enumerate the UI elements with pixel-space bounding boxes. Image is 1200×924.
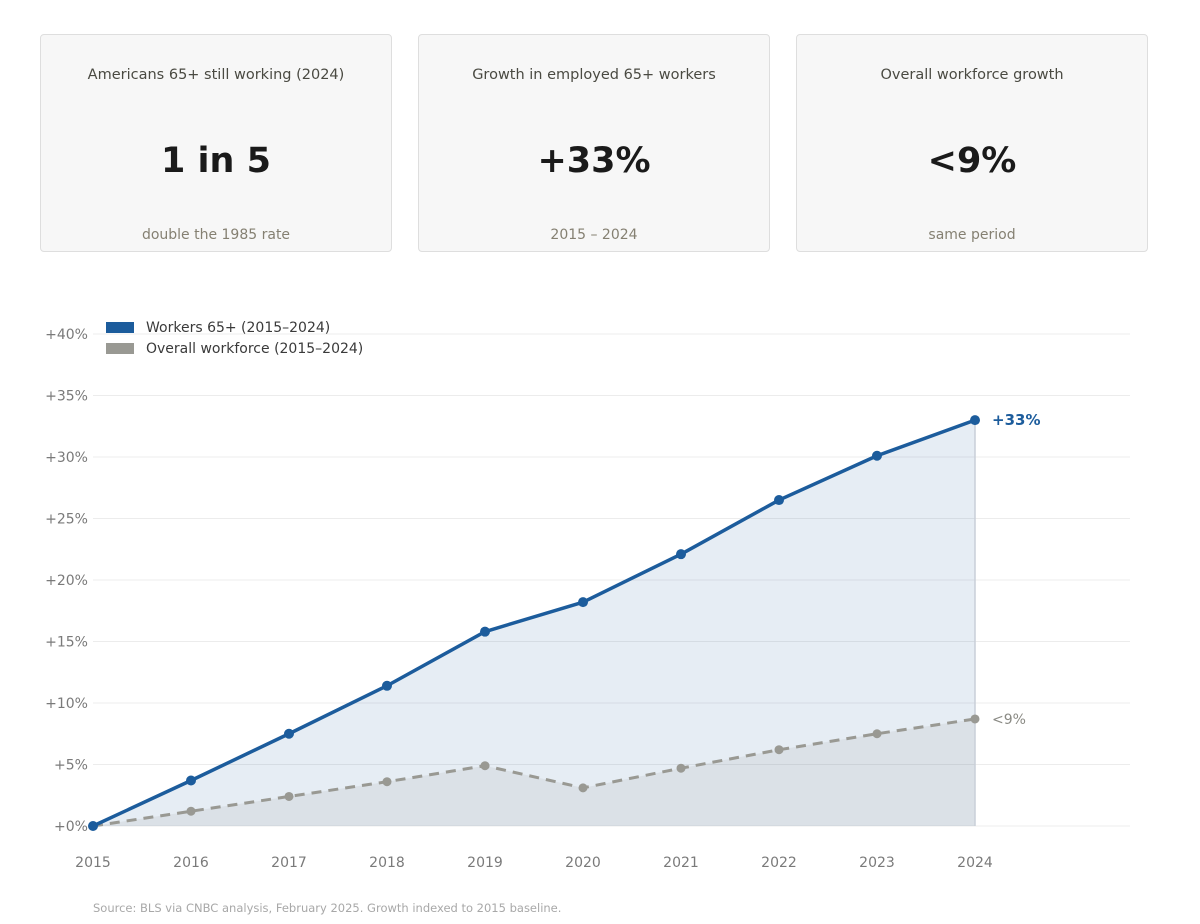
data-point <box>774 495 784 506</box>
data-point <box>480 626 490 637</box>
data-point <box>480 761 490 771</box>
x-tick-label: 2017 <box>271 855 307 871</box>
stat-card-title: Americans 65+ still working (2024) <box>87 67 345 83</box>
data-point <box>382 680 392 691</box>
x-tick-label: 2015 <box>75 855 111 871</box>
data-point <box>382 777 392 787</box>
legend-label: Workers 65+ (2015–2024) <box>146 320 330 336</box>
data-point <box>676 763 686 773</box>
x-tick-label: 2018 <box>369 855 405 871</box>
x-tick-label: 2016 <box>173 855 209 871</box>
data-point <box>88 821 98 831</box>
y-tick-label: +20% <box>45 573 88 589</box>
stat-card-value: +33% <box>537 141 651 181</box>
summary-cards: Americans 65+ still working (2024) 1 in … <box>40 34 1150 254</box>
data-point <box>578 597 588 608</box>
y-tick-label: +35% <box>45 389 88 405</box>
y-tick-label: +40% <box>45 327 88 343</box>
series-line <box>92 717 976 828</box>
data-point <box>774 745 784 755</box>
source-note: Source: BLS via CNBC analysis, February … <box>93 901 562 915</box>
x-tick-label: 2022 <box>761 855 797 871</box>
stat-card-title: Overall workforce growth <box>880 67 1064 83</box>
y-tick-label: +0% <box>54 819 88 835</box>
series-area <box>93 718 975 826</box>
y-tick-label: +30% <box>45 450 88 466</box>
x-tick-label: 2023 <box>859 855 895 871</box>
data-point <box>872 450 882 461</box>
series-area <box>93 420 975 826</box>
data-point <box>186 806 196 816</box>
data-point <box>284 728 294 739</box>
data-point <box>676 549 686 560</box>
y-tick-label: +10% <box>45 696 88 712</box>
stat-card-workforce-growth: Overall workforce growth <9% same period <box>796 34 1148 252</box>
y-tick-label: +5% <box>54 758 88 774</box>
legend-swatch <box>106 322 134 333</box>
stat-card-value: 1 in 5 <box>161 141 271 181</box>
x-tick-label: 2024 <box>957 855 993 871</box>
data-point <box>284 791 294 801</box>
end-label-overall-workforce: <9% <box>992 712 1026 728</box>
data-point <box>872 729 882 739</box>
legend-swatch <box>106 343 134 354</box>
legend-label: Overall workforce (2015–2024) <box>146 341 363 357</box>
data-point <box>970 415 980 426</box>
x-tick-label: 2019 <box>467 855 503 871</box>
data-point <box>186 775 196 786</box>
y-tick-label: +15% <box>45 635 88 651</box>
stat-card-growth-65: Growth in employed 65+ workers +33% 2015… <box>418 34 770 252</box>
data-point <box>578 783 588 793</box>
stat-card-subtitle: 2015 – 2024 <box>550 227 638 243</box>
stat-card-title: Growth in employed 65+ workers <box>472 67 716 83</box>
x-tick-label: 2021 <box>663 855 699 871</box>
stat-card-subtitle: same period <box>928 227 1016 243</box>
stat-card-subtitle: double the 1985 rate <box>141 227 291 243</box>
stat-card-older-workers: Americans 65+ still working (2024) 1 in … <box>40 34 392 252</box>
y-tick-label: +25% <box>45 512 88 528</box>
stat-card-value: <9% <box>927 141 1017 181</box>
data-point <box>970 714 980 724</box>
end-label-older-workers: +33% <box>992 411 1040 429</box>
x-tick-label: 2020 <box>565 855 601 871</box>
growth-line-chart: +0% +5% +10% +15% +20% +25% +30% +35% +40% 2015 20… <box>45 320 1130 871</box>
series-line <box>92 418 976 828</box>
